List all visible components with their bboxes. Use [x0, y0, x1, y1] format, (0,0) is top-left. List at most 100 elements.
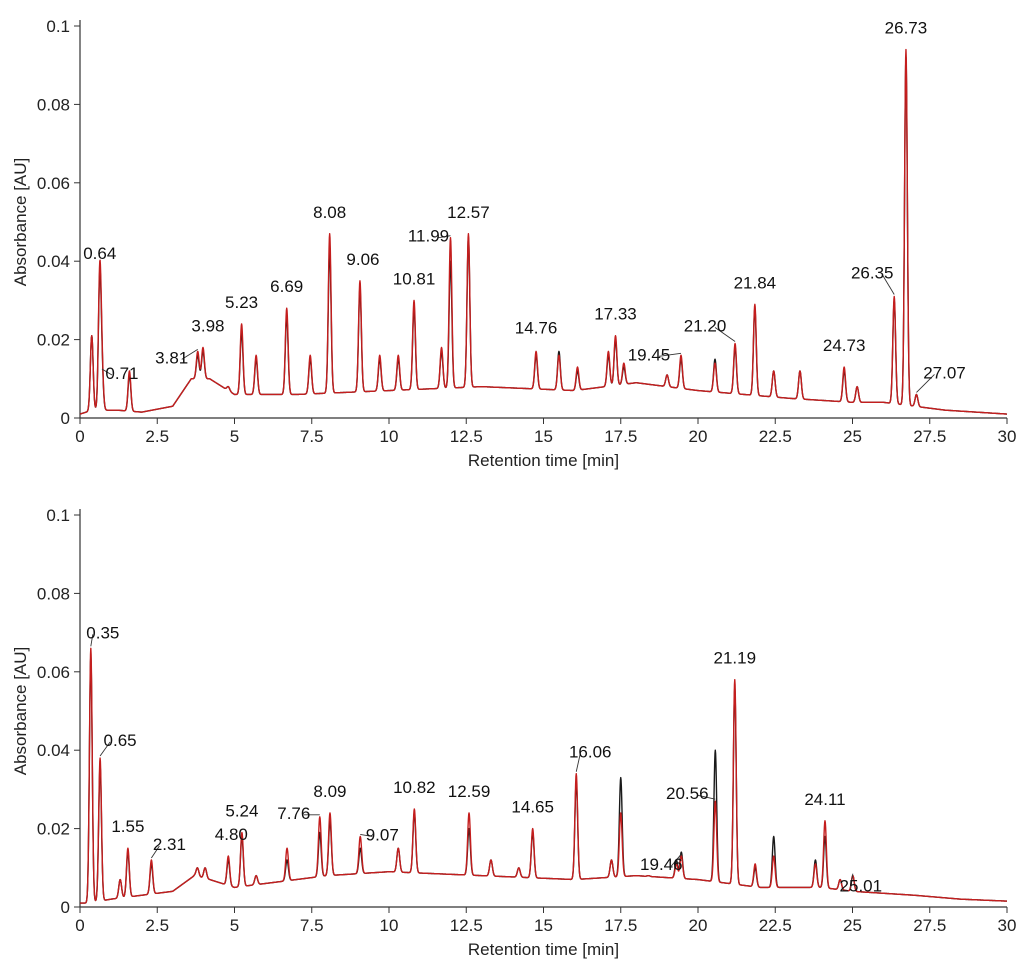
y-tick-label: 0.08	[37, 584, 70, 603]
x-axis-title: Retention time [min]	[468, 451, 619, 470]
y-tick-label: 0.04	[37, 252, 70, 271]
x-tick-label: 30	[998, 916, 1017, 935]
x-tick-label: 25	[843, 427, 862, 446]
peak-label: 16.06	[569, 743, 612, 762]
peak-leader-line	[881, 274, 895, 295]
x-tick-label: 7.5	[300, 427, 324, 446]
chromatogram-bottom-chart: 0 0.02 0.04 0.06 0.08 0.1 0 2.5 5 7.5 10 12.5 15 17.5…	[11, 506, 1017, 959]
x-tick-label: 27.5	[913, 916, 946, 935]
peak-label: 17.33	[594, 305, 637, 324]
peak-label: 12.57	[447, 203, 490, 222]
chromatogram-top-chart: 0 0.02 0.04 0.06 0.08 0.1 0 2.5 5 7.5 10 12.5 15 17.5…	[11, 17, 1017, 470]
peak-leader-line	[697, 794, 716, 800]
peak-leader-line	[438, 235, 451, 239]
peak-label: 14.76	[515, 318, 558, 337]
peak-label: 9.06	[346, 250, 379, 269]
peak-leader-line	[151, 845, 160, 859]
x-tick-label: 0	[75, 427, 84, 446]
peak-label: 21.20	[684, 317, 727, 336]
peak-label: 27.07	[923, 363, 966, 382]
peak-leader-line	[101, 368, 113, 376]
peak-label: 26.35	[851, 263, 894, 282]
x-tick-label: 15	[534, 916, 553, 935]
y-tick-label: 0.06	[37, 174, 70, 193]
y-axis-title: Absorbance [AU]	[11, 158, 30, 287]
peak-label: 19.46	[640, 855, 683, 874]
y-tick-label: 0.08	[37, 95, 70, 114]
peak-label: 10.81	[393, 269, 436, 288]
chromatogram-bottom-panel: 0 0.02 0.04 0.06 0.08 0.1 0 2.5 5 7.5 10 12.5 15 17.5…	[0, 489, 1024, 978]
y-tick-label: 0.1	[46, 506, 70, 525]
peak-label: 11.99	[408, 227, 449, 246]
peak-label: 20.56	[666, 784, 709, 803]
peak-label: 26.73	[885, 19, 928, 38]
peak-leader-line	[90, 634, 94, 647]
x-tick-label: 20	[689, 427, 708, 446]
x-tick-label: 5	[230, 427, 239, 446]
peak-label: 9.07	[366, 825, 399, 844]
x-tick-label: 17.5	[604, 916, 637, 935]
peak-label: 0.35	[86, 623, 119, 642]
y-axis-title: Absorbance [AU]	[11, 647, 30, 776]
peak-leader-line	[916, 374, 935, 393]
y-tick-label: 0	[61, 409, 70, 428]
x-tick-label: 12.5	[450, 916, 483, 935]
peak-leader-line	[181, 348, 198, 360]
x-tick-label: 10	[380, 916, 399, 935]
x-tick-label: 22.5	[759, 916, 792, 935]
x-tick-label: 22.5	[759, 427, 792, 446]
y-tick-label: 0.04	[37, 741, 70, 760]
series-trace-0	[79, 48, 1008, 415]
peak-label: 21.19	[713, 649, 756, 668]
x-tick-label: 2.5	[145, 427, 169, 446]
peak-leader-line	[658, 352, 682, 357]
peak-label: 8.09	[313, 782, 346, 801]
peak-label: 24.73	[823, 336, 866, 355]
x-tick-label: 12.5	[450, 427, 483, 446]
peak-label: 2.31	[153, 835, 186, 854]
series-trace-1	[79, 655, 1008, 904]
peak-leader-line	[360, 833, 373, 837]
x-tick-label: 2.5	[145, 916, 169, 935]
y-tick-label: 0.02	[37, 820, 70, 839]
x-tick-label: 7.5	[300, 916, 324, 935]
peak-label: 4.80	[215, 825, 248, 844]
peak-label: 7.76	[277, 804, 310, 823]
peak-label: 24.11	[804, 790, 845, 809]
peak-leader-line	[99, 741, 111, 757]
chromatogram-top-panel: 0 0.02 0.04 0.06 0.08 0.1 0 2.5 5 7.5 10 12.5 15 17.5…	[11, 17, 1017, 470]
peak-label: 14.65	[511, 798, 554, 817]
y-tick-label: 0.1	[46, 17, 70, 36]
peak-label: 5.24	[225, 802, 258, 821]
peak-label: 25.01	[840, 877, 883, 896]
peak-leader-line	[850, 873, 854, 888]
y-tick-label: 0	[61, 898, 70, 917]
x-tick-label: 17.5	[604, 427, 637, 446]
series-trace-0	[79, 647, 1008, 904]
peak-label: 12.59	[448, 782, 491, 801]
peak-label: 1.55	[111, 817, 144, 836]
peak-leader-line	[714, 327, 736, 342]
peak-label: 19.45	[628, 345, 671, 364]
x-tick-label: 5	[230, 916, 239, 935]
x-tick-label: 15	[534, 427, 553, 446]
peak-label: 0.65	[104, 731, 137, 750]
series-trace-1	[79, 56, 1008, 415]
peak-leader-line	[670, 853, 682, 867]
peak-label: 21.84	[734, 273, 777, 292]
x-tick-label: 30	[998, 427, 1017, 446]
x-axis-title: Retention time [min]	[468, 940, 619, 959]
peak-label: 3.98	[191, 316, 224, 335]
peak-label: 0.64	[83, 244, 116, 263]
peak-leader-line	[575, 753, 581, 772]
peak-label: 0.71	[105, 364, 138, 383]
peak-label: 8.08	[313, 203, 346, 222]
peak-label: 3.81	[155, 348, 188, 367]
x-tick-label: 25	[843, 916, 862, 935]
peak-label: 6.69	[270, 277, 303, 296]
peak-label: 5.23	[225, 293, 258, 312]
peak-label: 10.82	[393, 778, 436, 797]
y-tick-label: 0.02	[37, 331, 70, 350]
x-tick-label: 20	[689, 916, 708, 935]
x-tick-label: 10	[380, 427, 399, 446]
